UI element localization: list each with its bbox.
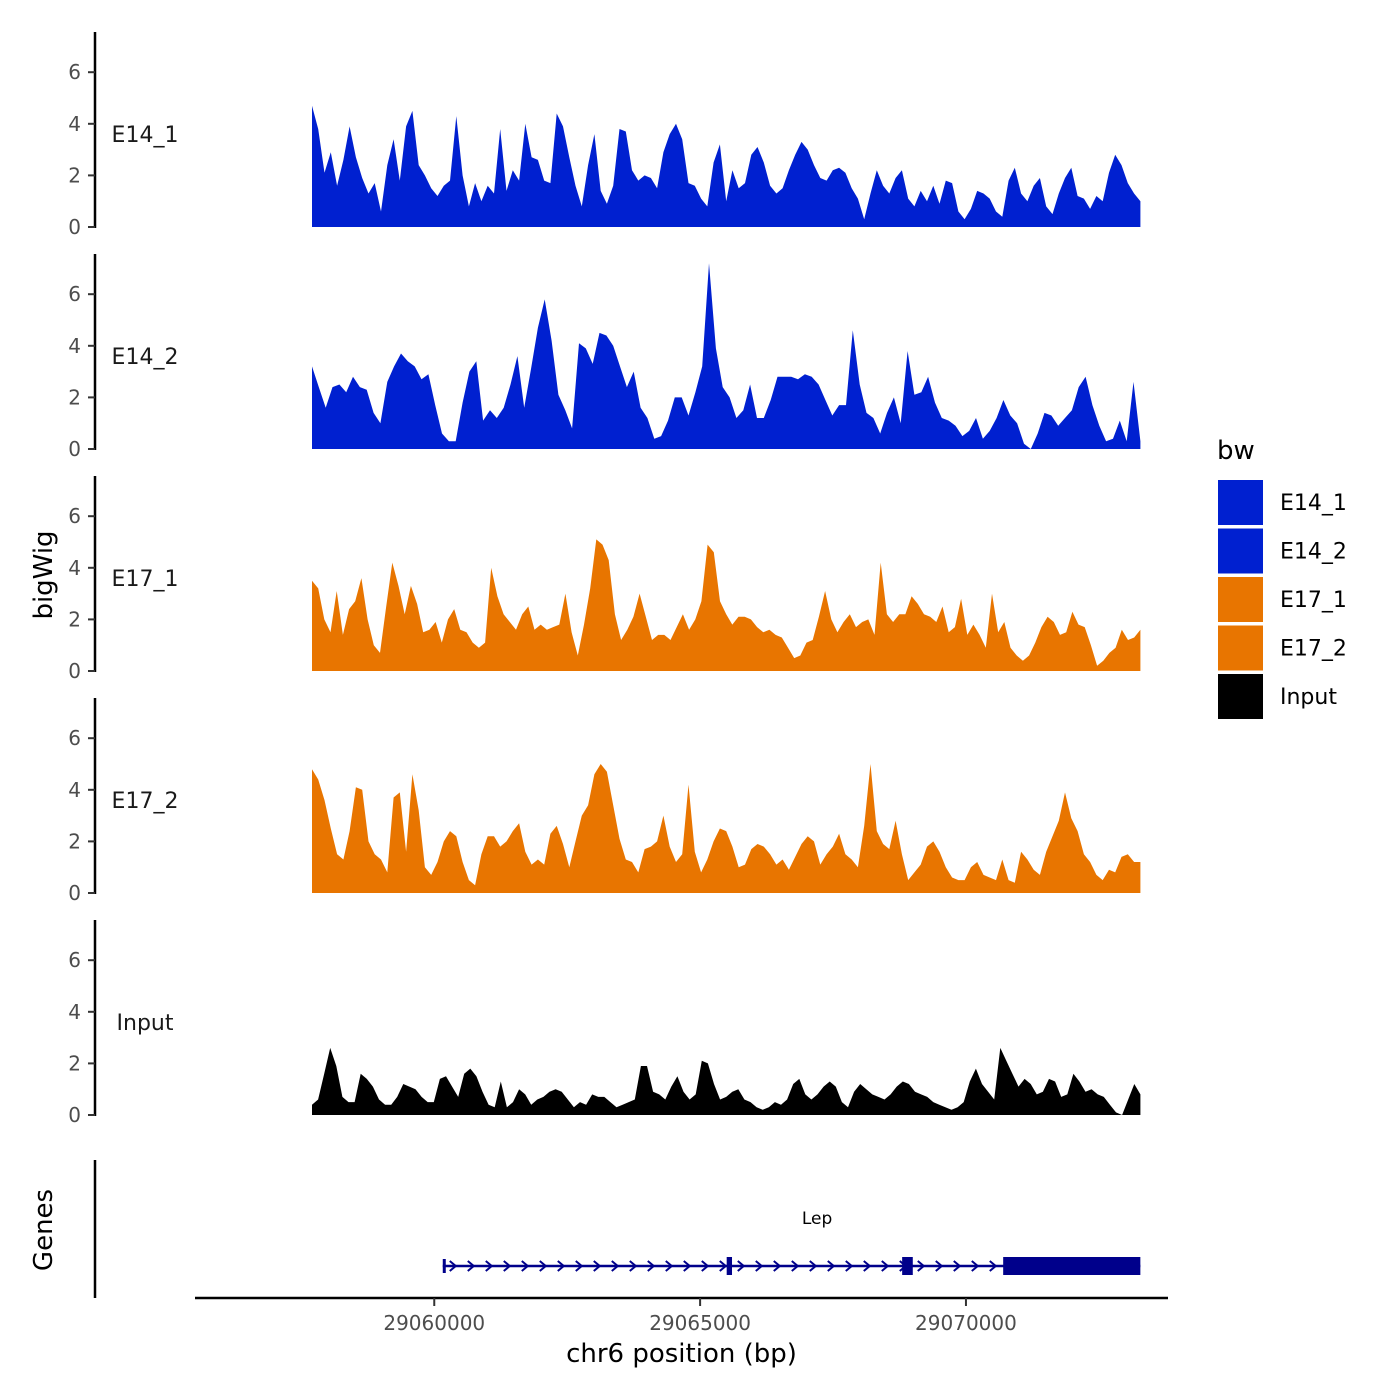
signal-area-Input	[312, 1047, 1141, 1115]
track-E14_1: 0 2 4 6 E14_1	[68, 32, 1141, 239]
legend-label-E17_1: E17_1	[1280, 588, 1347, 613]
y-tick-label: 0	[68, 437, 81, 461]
strand-arrow-icon	[539, 1260, 548, 1272]
gene-model	[442, 1257, 1141, 1275]
y-tick-label: 0	[68, 881, 81, 905]
x-tick-label: 29070000	[915, 1311, 1017, 1335]
strand-arrow-icon	[647, 1260, 656, 1272]
legend-key-E14_1	[1218, 480, 1263, 525]
strand-arrow-icon	[629, 1260, 638, 1272]
strand-arrow-icon	[665, 1260, 674, 1272]
strand-arrow-icon	[881, 1260, 890, 1272]
y-tick-label: 4	[68, 112, 81, 136]
strand-arrow-icon	[683, 1260, 692, 1272]
track-Input: 0 2 4 6 Input	[68, 920, 1141, 1127]
strand-arrow-icon	[467, 1260, 476, 1272]
strand-arrow-icon	[863, 1260, 872, 1272]
strand-arrow-icon	[791, 1260, 800, 1272]
y-tick-label: 2	[68, 829, 81, 853]
signal-area-E14_1	[312, 105, 1141, 227]
x-tick-label: 29065000	[649, 1311, 751, 1335]
strand-arrow-icon	[503, 1260, 512, 1272]
strand-arrow-icon	[953, 1260, 962, 1272]
track-label-E17_2: E17_2	[112, 789, 179, 814]
legend-label-E14_1: E14_1	[1280, 491, 1347, 516]
signal-area-E17_2	[312, 764, 1141, 893]
strand-arrow-icon	[755, 1260, 764, 1272]
y-tick-label: 6	[68, 282, 81, 306]
genes-axis-title: Genes	[29, 1189, 59, 1271]
strand-arrow-icon	[449, 1260, 458, 1272]
legend: bw E14_1 E14_2 E17_1 E17_2 Input	[1217, 436, 1347, 719]
strand-arrow-icon	[593, 1260, 602, 1272]
gene-label: Lep	[802, 1209, 832, 1229]
y-tick-label: 6	[68, 726, 81, 750]
gene-exon	[726, 1257, 733, 1275]
track-E17_2: 0 2 4 6 E17_2	[68, 698, 1141, 905]
signal-area-E17_1	[312, 539, 1141, 671]
y-tick-label: 2	[68, 1051, 81, 1075]
strand-arrow-icon	[917, 1260, 926, 1272]
legend-label-Input: Input	[1280, 685, 1337, 710]
legend-entries: E14_1 E14_2 E17_1 E17_2 Input	[1218, 480, 1347, 719]
strand-arrow-icon	[575, 1260, 584, 1272]
y-tick-label: 6	[68, 948, 81, 972]
strand-arrow-icon	[737, 1260, 746, 1272]
legend-key-Input	[1218, 674, 1263, 719]
y-tick-label: 0	[68, 215, 81, 239]
track-label-Input: Input	[117, 1011, 174, 1036]
legend-key-E17_1	[1218, 577, 1263, 622]
x-axis: 29060000 29065000 29070000 chr6 position (…	[195, 1296, 1168, 1369]
y-tick-label: 0	[68, 659, 81, 683]
legend-label-E14_2: E14_2	[1280, 540, 1347, 565]
y-tick-label: 4	[68, 334, 81, 358]
legend-key-E17_2	[1218, 625, 1263, 671]
legend-key-E14_2	[1218, 528, 1263, 574]
strand-arrow-icon	[773, 1260, 782, 1272]
strand-arrow-icon	[827, 1260, 836, 1272]
strand-arrow-icon	[935, 1260, 944, 1272]
genes-panel: Genes Lep	[29, 1160, 1141, 1298]
signal-area-E14_2	[312, 263, 1141, 449]
y-tick-label: 4	[68, 778, 81, 802]
y-tick-label: 2	[68, 607, 81, 631]
legend-label-E17_2: E17_2	[1280, 637, 1347, 662]
x-ticks: 29060000 29065000 29070000	[383, 1298, 1017, 1335]
strand-arrow-icon	[557, 1260, 566, 1272]
track-label-E17_1: E17_1	[112, 567, 179, 592]
y-tick-label: 2	[68, 163, 81, 187]
track-label-E14_1: E14_1	[112, 123, 179, 148]
strand-arrow-icon	[971, 1260, 980, 1272]
tracks: 0 2 4 6 E14_1 0 2 4 6 E14_2 0 2 4 6 E17_1 0 2 4 6 E17_2 0 2 4 6…	[68, 32, 1141, 1127]
strand-arrow-icon	[611, 1260, 620, 1272]
strand-arrow-icon	[845, 1260, 854, 1272]
y-axis-title: bigWig	[29, 530, 59, 619]
y-tick-label: 0	[68, 1103, 81, 1127]
track-E14_2: 0 2 4 6 E14_2	[68, 254, 1141, 461]
track-E17_1: 0 2 4 6 E17_1	[68, 476, 1141, 683]
x-tick-label: 29060000	[383, 1311, 485, 1335]
y-tick-label: 6	[68, 60, 81, 84]
x-axis-title: chr6 position (bp)	[566, 1339, 797, 1369]
y-tick-label: 6	[68, 504, 81, 528]
y-tick-label: 2	[68, 385, 81, 409]
track-label-E14_2: E14_2	[112, 345, 179, 370]
y-tick-label: 4	[68, 1000, 81, 1024]
gene-exon	[442, 1259, 446, 1273]
legend-title: bw	[1217, 436, 1255, 466]
gene-exon	[1003, 1257, 1141, 1275]
strand-arrow-icon	[809, 1260, 818, 1272]
strand-arrow-icon	[989, 1260, 998, 1272]
strand-arrow-icon	[521, 1260, 530, 1272]
strand-arrow-icon	[719, 1260, 728, 1272]
gene-exon	[902, 1257, 913, 1275]
strand-arrow-icon	[701, 1260, 710, 1272]
y-tick-label: 4	[68, 556, 81, 580]
strand-arrow-icon	[485, 1260, 494, 1272]
